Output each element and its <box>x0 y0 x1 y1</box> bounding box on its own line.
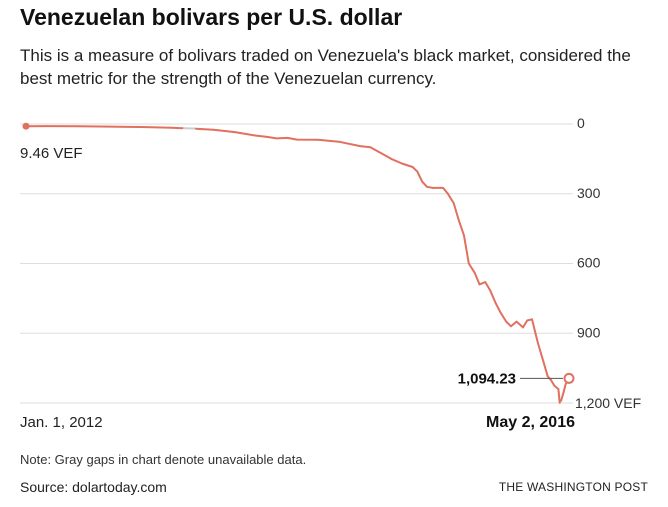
data-point <box>140 126 142 128</box>
data-point <box>553 384 556 387</box>
data-point <box>265 135 268 138</box>
series-line-segment <box>25 125 183 130</box>
data-point <box>411 166 414 168</box>
data-point <box>108 125 111 128</box>
data-point <box>233 131 236 134</box>
data-point <box>549 378 552 381</box>
data-point <box>478 283 481 286</box>
y-tick-label: 600 <box>577 255 601 271</box>
data-point <box>522 326 524 329</box>
source-credit: Source: dolartoday.com <box>20 479 167 495</box>
data-point <box>484 281 487 283</box>
data-point <box>467 262 470 265</box>
end-value-label: 1,094.23 <box>458 370 516 387</box>
series-line <box>25 125 570 404</box>
data-point <box>390 157 393 160</box>
data-point <box>489 289 492 292</box>
data-point <box>416 170 419 173</box>
data-point <box>531 318 533 321</box>
data-point <box>546 375 549 378</box>
chart-title: Venezuelan bolivars per U.S. dollar <box>20 4 403 30</box>
publisher-credit: THE WASHINGTON POST <box>498 480 648 494</box>
x-tick-label: May 2, 2016 <box>486 414 575 431</box>
data-point <box>212 128 215 131</box>
gridlines <box>20 123 573 404</box>
data-point <box>562 392 565 395</box>
data-point <box>463 234 465 237</box>
data-point <box>452 202 455 204</box>
chart-subtitle: This is a measure of bolivars traded on … <box>20 46 631 88</box>
chart-labels: 0 300 600 900 1,200 VEF 9.46 VEF 1,094.23 Jan. … <box>20 115 641 431</box>
data-point <box>369 146 372 149</box>
data-point <box>564 383 567 386</box>
data-point <box>426 185 428 188</box>
start-value-label: 9.46 VEF <box>20 145 83 162</box>
data-point <box>401 162 403 165</box>
data-point <box>473 271 476 274</box>
y-tick-label: 1,200 VEF <box>575 395 641 411</box>
data-point <box>181 127 184 130</box>
data-point <box>380 152 382 154</box>
start-point-marker <box>22 122 30 130</box>
data-point <box>515 320 518 323</box>
data-point <box>317 138 319 141</box>
data-point <box>337 140 340 143</box>
line-chart: 0 300 600 900 1,200 VEF 9.46 VEF 1,094.23 Jan. … <box>20 115 641 431</box>
data-point <box>45 125 48 127</box>
data-point <box>536 341 539 344</box>
data-point <box>254 134 257 137</box>
data-point <box>359 145 362 147</box>
data-point <box>194 127 197 130</box>
data-point <box>447 192 449 195</box>
y-tick-label: 0 <box>577 115 585 131</box>
data-point <box>499 311 502 314</box>
data-point <box>510 325 512 328</box>
data-point <box>170 126 173 129</box>
data-point <box>457 218 460 221</box>
data-point <box>560 399 563 402</box>
data-point <box>558 402 561 404</box>
data-point <box>77 125 80 128</box>
y-tick-label: 900 <box>577 324 601 340</box>
data-point <box>296 138 298 141</box>
data-point <box>541 357 544 360</box>
data-point <box>421 180 424 183</box>
data-point <box>286 137 289 139</box>
end-point-marker <box>563 372 575 384</box>
data-point <box>505 320 508 323</box>
chart-note: Note: Gray gaps in chart denote unavaila… <box>20 452 307 467</box>
y-tick-label: 300 <box>577 185 601 201</box>
data-point <box>275 137 278 140</box>
data-point <box>442 187 445 189</box>
data-point <box>494 302 497 304</box>
data-point <box>557 388 560 390</box>
data-point <box>431 187 434 189</box>
series-line-segment <box>195 127 561 404</box>
x-tick-label: Jan. 1, 2012 <box>20 414 103 431</box>
data-point <box>526 319 529 322</box>
